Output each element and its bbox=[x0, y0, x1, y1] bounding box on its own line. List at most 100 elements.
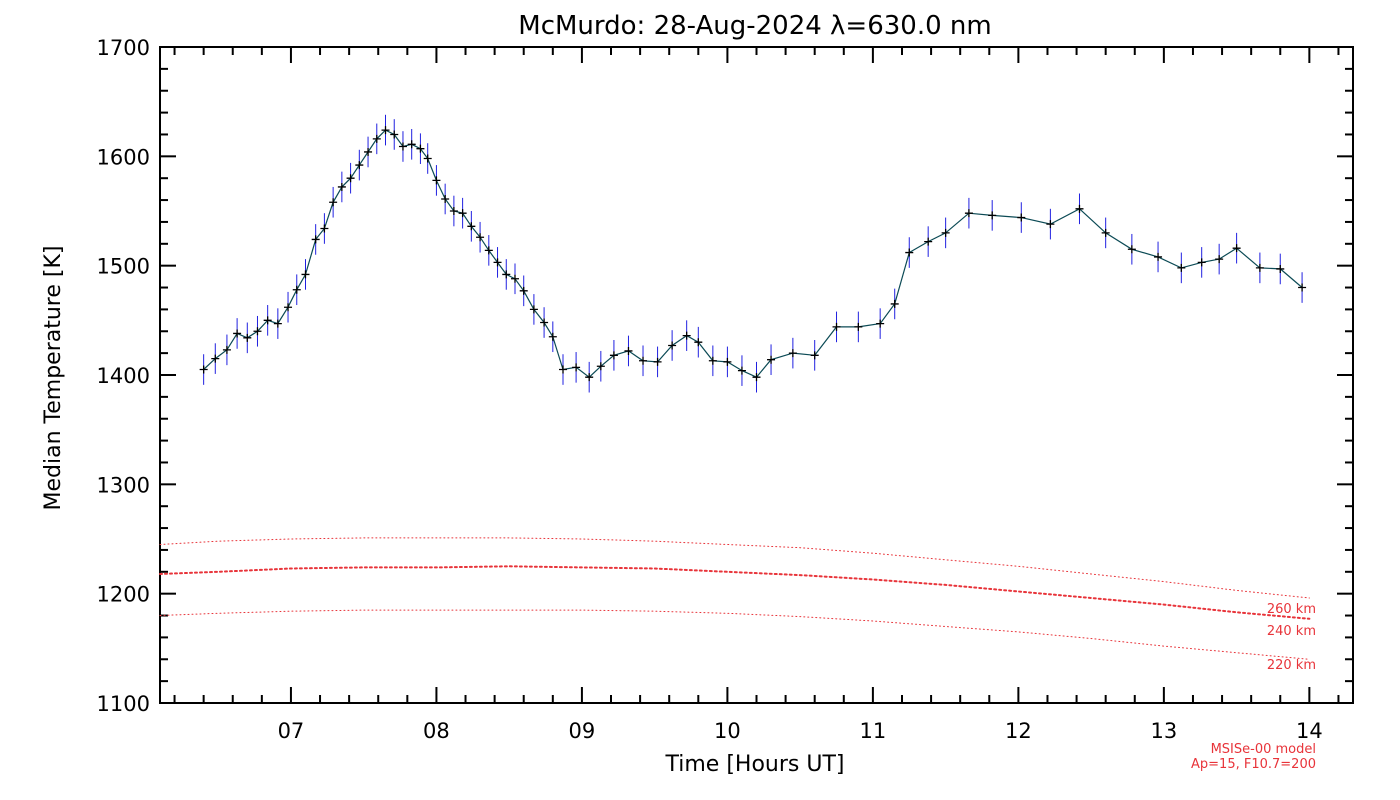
data-point bbox=[355, 161, 364, 170]
data-point bbox=[1046, 220, 1055, 229]
data-point bbox=[476, 233, 485, 242]
data-point bbox=[1075, 204, 1084, 213]
data-point bbox=[337, 182, 346, 191]
data-point bbox=[432, 176, 441, 185]
data-point bbox=[1017, 213, 1026, 222]
data-point bbox=[585, 373, 594, 382]
data-point bbox=[211, 354, 220, 363]
data-point bbox=[876, 319, 885, 328]
data-point bbox=[458, 209, 467, 218]
x-axis-ticks: 07 08 09 10 11 12 13 14 bbox=[173, 47, 1340, 743]
data-point bbox=[1177, 263, 1186, 272]
data-point bbox=[1298, 283, 1307, 292]
x-tick-label: 07 bbox=[278, 719, 305, 743]
x-tick-label: 14 bbox=[1296, 719, 1323, 743]
data-point bbox=[407, 140, 416, 149]
data-point bbox=[416, 144, 425, 153]
y-tick-label: 1300 bbox=[97, 473, 150, 497]
model-curve-260-km bbox=[159, 537, 1310, 599]
data-point bbox=[1215, 255, 1224, 264]
data-point bbox=[708, 356, 717, 365]
y-tick-label: 1600 bbox=[97, 145, 150, 169]
data-point bbox=[199, 365, 208, 374]
data-point bbox=[624, 346, 633, 355]
x-tick-label: 10 bbox=[714, 719, 741, 743]
data-point bbox=[639, 356, 648, 365]
data-point bbox=[284, 303, 293, 312]
data-point bbox=[398, 142, 407, 151]
data-point bbox=[263, 316, 272, 325]
data-point bbox=[682, 331, 691, 340]
data-point bbox=[653, 357, 662, 366]
data-point bbox=[854, 322, 863, 331]
data-point bbox=[372, 134, 381, 143]
data-point bbox=[596, 362, 605, 371]
data-point bbox=[449, 207, 458, 215]
data-point bbox=[233, 329, 242, 338]
model-curve-240-km bbox=[159, 565, 1311, 620]
data-point bbox=[493, 258, 502, 267]
temperature-series bbox=[199, 114, 1307, 393]
data-point bbox=[964, 209, 973, 218]
data-point bbox=[320, 224, 329, 233]
y-tick-label: 1400 bbox=[97, 364, 150, 388]
data-point bbox=[484, 246, 493, 255]
data-point bbox=[609, 351, 618, 360]
data-point bbox=[1232, 244, 1241, 253]
data-point bbox=[381, 126, 390, 135]
model-label: 240 km bbox=[1267, 624, 1316, 639]
model-note-name: MSISe-00 model bbox=[1211, 742, 1316, 757]
x-tick-label: 11 bbox=[860, 719, 887, 743]
data-point bbox=[441, 194, 450, 203]
model-label: 260 km bbox=[1267, 602, 1316, 617]
x-tick-label: 12 bbox=[1005, 719, 1032, 743]
y-tick-label: 1100 bbox=[97, 692, 150, 716]
data-point bbox=[752, 373, 761, 382]
data-point bbox=[737, 366, 746, 375]
x-tick-label: 08 bbox=[423, 719, 450, 743]
data-point bbox=[1276, 264, 1285, 273]
model-label: 220 km bbox=[1267, 658, 1316, 673]
data-point bbox=[423, 154, 432, 163]
data-point bbox=[988, 211, 997, 220]
data-point bbox=[329, 198, 338, 207]
chart-title: McMurdo: 28-Aug-2024 λ=630.0 nm bbox=[518, 11, 991, 41]
data-point bbox=[510, 274, 519, 283]
data-point bbox=[1197, 258, 1206, 267]
data-point bbox=[788, 349, 797, 358]
data-point bbox=[924, 237, 933, 246]
x-tick-label: 13 bbox=[1150, 719, 1177, 743]
data-point bbox=[222, 345, 231, 354]
data-point bbox=[832, 322, 841, 331]
model-labels: 260 km 240 km 220 km bbox=[1267, 602, 1316, 673]
data-point bbox=[540, 318, 549, 327]
data-point bbox=[572, 363, 581, 372]
model-curves bbox=[159, 537, 1311, 660]
x-axis-label: Time [Hours UT] bbox=[665, 752, 845, 777]
data-point bbox=[1255, 263, 1264, 272]
data-point bbox=[941, 228, 950, 237]
data-point bbox=[890, 299, 899, 308]
y-tick-label: 1700 bbox=[97, 36, 150, 60]
data-point bbox=[767, 355, 776, 364]
data-point bbox=[519, 286, 528, 295]
data-point bbox=[1127, 245, 1136, 254]
model-curve-220-km bbox=[159, 609, 1310, 660]
data-point bbox=[1101, 228, 1110, 237]
y-axis-ticks: 1100 1200 1300 1400 1500 1600 1700 bbox=[97, 36, 1353, 716]
data-point bbox=[694, 338, 703, 347]
data-point bbox=[1154, 252, 1163, 261]
data-point bbox=[467, 222, 476, 231]
data-point bbox=[668, 341, 677, 350]
data-point bbox=[364, 147, 373, 156]
data-point bbox=[273, 319, 282, 328]
data-point bbox=[346, 174, 355, 183]
data-point bbox=[292, 285, 301, 294]
data-point bbox=[723, 357, 732, 366]
data-point bbox=[502, 270, 511, 279]
data-point bbox=[243, 333, 252, 342]
data-point bbox=[529, 305, 538, 314]
data-point bbox=[390, 130, 399, 139]
data-point bbox=[301, 270, 310, 279]
